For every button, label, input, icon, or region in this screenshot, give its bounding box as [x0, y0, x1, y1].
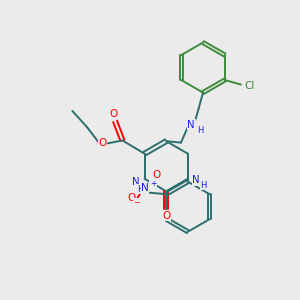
Text: N: N [192, 175, 200, 185]
Text: N: N [188, 120, 195, 130]
Text: −: − [134, 199, 140, 208]
Text: N: N [141, 183, 149, 193]
Text: H: H [137, 184, 143, 194]
Text: O: O [127, 193, 135, 203]
Text: H: H [200, 181, 206, 190]
Text: O: O [162, 211, 170, 221]
Text: H: H [197, 126, 203, 135]
Text: N: N [133, 177, 140, 187]
Text: O: O [152, 170, 160, 180]
Text: O: O [110, 109, 118, 119]
Text: O: O [99, 138, 107, 148]
Text: +: + [150, 179, 156, 188]
Text: Cl: Cl [244, 81, 254, 91]
